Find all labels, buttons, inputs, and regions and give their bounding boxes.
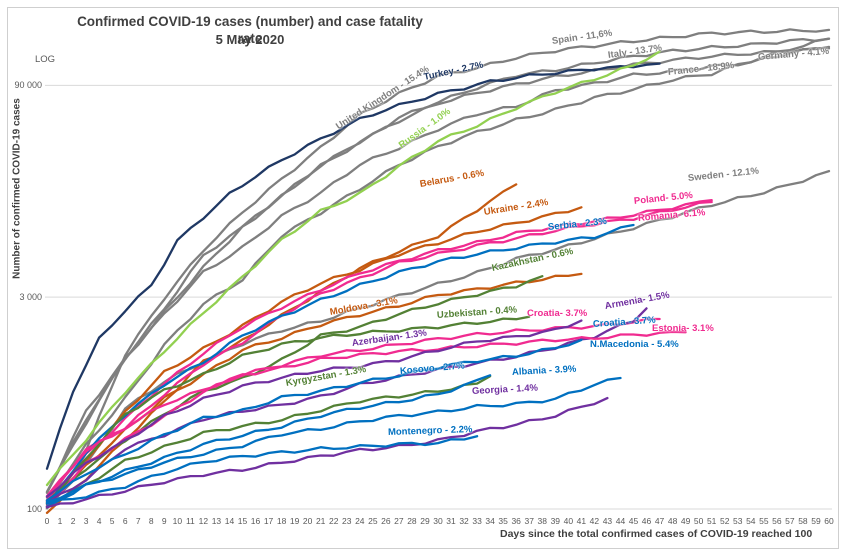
x-tick-label: 47 <box>655 516 665 526</box>
x-tick-label: 10 <box>173 516 183 526</box>
y-tick-label: 100 <box>26 504 42 514</box>
x-tick-label: 8 <box>149 516 154 526</box>
x-tick-label: 36 <box>511 516 521 526</box>
x-tick-label: 12 <box>199 516 209 526</box>
x-tick-labels: 0 1 2 3 4 5 6 7 8 9 10 11 12 13 14 15 16 17 18 19 20 21 22 23 24… <box>45 516 834 526</box>
x-tick-label: 6 <box>123 516 128 526</box>
x-tick-label: 48 <box>668 516 678 526</box>
series-line-romania <box>45 200 713 498</box>
series-line-georgia <box>45 396 609 509</box>
x-tick-label: 23 <box>342 516 352 526</box>
x-tick-label: 16 <box>251 516 261 526</box>
x-tick-label: 39 <box>551 516 561 526</box>
x-tick-label: 57 <box>785 516 795 526</box>
x-tick-label: 26 <box>381 516 391 526</box>
chart-subtitle: 5 May 2020 <box>215 32 285 47</box>
log-scale-label: LOG <box>35 54 56 65</box>
x-tick-label: 19 <box>290 516 300 526</box>
x-tick-label: 41 <box>577 516 587 526</box>
x-tick-label: 53 <box>733 516 743 526</box>
x-tick-label: 2 <box>71 516 76 526</box>
series-line-uzbekistan <box>45 315 531 508</box>
x-tick-label: 54 <box>746 516 756 526</box>
x-tick-label: 7 <box>136 516 141 526</box>
x-tick-label: 29 <box>420 516 430 526</box>
x-tick-label: 50 <box>694 516 704 526</box>
x-tick-label: 13 <box>212 516 222 526</box>
x-tick-label: 22 <box>329 516 339 526</box>
x-tick-label: 17 <box>264 516 274 526</box>
x-tick-label: 1 <box>58 516 63 526</box>
x-tick-label: 46 <box>642 516 652 526</box>
x-tick-label: 18 <box>277 516 287 526</box>
x-tick-label: 24 <box>355 516 365 526</box>
x-tick-label: 11 <box>186 516 195 526</box>
x-tick-label: 58 <box>798 516 808 526</box>
series-line-albania <box>45 376 622 508</box>
series-line-serbia <box>45 223 635 509</box>
series-line-italy <box>45 37 831 493</box>
x-tick-label: 0 <box>45 516 50 526</box>
x-tick-label: 38 <box>538 516 548 526</box>
x-tick-label: 5 <box>110 516 115 526</box>
x-tick-label: 51 <box>707 516 717 526</box>
x-tick-label: 4 <box>97 516 102 526</box>
series-line-germany <box>45 46 831 494</box>
x-tick-label: 33 <box>472 516 482 526</box>
series-line-ukraine <box>45 206 583 503</box>
x-tick-label: 35 <box>498 516 508 526</box>
x-axis-title: Days since the total confirmed cases of … <box>500 528 813 540</box>
x-tick-label: 15 <box>238 516 248 526</box>
x-tick-label: 44 <box>616 516 626 526</box>
x-tick-label: 34 <box>485 516 495 526</box>
x-tick-label: 42 <box>590 516 600 526</box>
x-tick-label: 52 <box>720 516 730 526</box>
y-tick-label: 90 000 <box>14 80 42 91</box>
series-line-kosovo <box>45 374 492 504</box>
chart-title: Confirmed COVID-19 cases (number) and ca… <box>77 14 423 46</box>
x-tick-label: 37 <box>524 516 534 526</box>
x-tick-label: 14 <box>225 516 235 526</box>
x-tick-label: 31 <box>446 516 456 526</box>
x-tick-label: 21 <box>316 516 326 526</box>
series-line-united-kingdom <box>45 37 831 502</box>
series-line-spain <box>45 28 831 499</box>
x-tick-label: 3 <box>84 516 89 526</box>
x-tick-label: 25 <box>368 516 378 526</box>
series-line-armenia <box>45 307 648 505</box>
x-tick-label: 32 <box>459 516 469 526</box>
y-tick-label: 3 000 <box>19 292 42 303</box>
x-tick-label: 45 <box>629 516 639 526</box>
x-tick-label: 49 <box>681 516 691 526</box>
series-line-france <box>45 45 831 494</box>
x-tick-label: 20 <box>303 516 313 526</box>
series-line-azerbaijan <box>45 319 583 498</box>
series-label-n-macedonia: N.Macedonia - 5.4% <box>590 339 679 350</box>
series-line-russia <box>45 50 661 487</box>
x-tick-label: 56 <box>772 516 782 526</box>
series-label-croatia: Croatia- 3.7% <box>527 308 588 319</box>
series-line-estonia <box>45 330 687 502</box>
x-tick-label: 40 <box>564 516 574 526</box>
x-tick-label: 59 <box>811 516 821 526</box>
series-line-n-macedonia <box>45 338 583 502</box>
x-tick-label: 30 <box>433 516 443 526</box>
series-line-kyrgyzstan <box>45 375 492 506</box>
series-label-estonia: Estonia- 3.1% <box>652 323 714 334</box>
x-tick-label: 60 <box>824 516 834 526</box>
x-tick-label: 43 <box>603 516 613 526</box>
series-line-montenegro <box>45 435 479 505</box>
x-tick-label: 28 <box>407 516 417 526</box>
x-tick-label: 55 <box>759 516 769 526</box>
x-tick-label: 27 <box>394 516 404 526</box>
series-line-turkey <box>45 62 661 470</box>
x-tick-label: 9 <box>162 516 167 526</box>
